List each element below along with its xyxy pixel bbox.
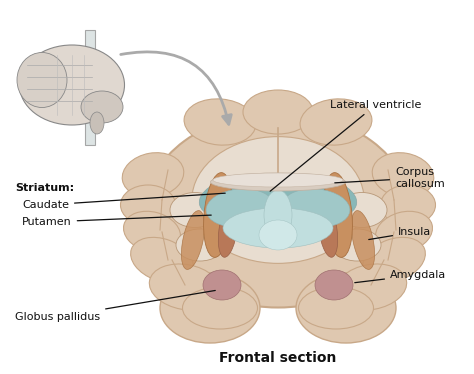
Ellipse shape [206,189,274,227]
Ellipse shape [120,185,175,225]
Ellipse shape [146,113,410,307]
Ellipse shape [223,208,333,248]
Ellipse shape [81,91,123,123]
Ellipse shape [264,190,292,240]
Ellipse shape [299,287,374,329]
Ellipse shape [184,99,256,145]
Ellipse shape [335,264,407,310]
Ellipse shape [213,173,343,187]
Ellipse shape [363,237,425,283]
Ellipse shape [282,189,350,227]
Ellipse shape [375,211,432,253]
Text: Lateral ventricle: Lateral ventricle [270,100,421,191]
Ellipse shape [90,112,104,134]
Ellipse shape [124,211,181,253]
Ellipse shape [192,137,364,263]
Ellipse shape [210,173,346,191]
Ellipse shape [182,287,257,329]
Ellipse shape [176,229,224,261]
Ellipse shape [149,264,221,310]
Ellipse shape [333,229,381,261]
Ellipse shape [319,203,337,257]
Ellipse shape [275,177,357,220]
Ellipse shape [170,193,220,227]
Ellipse shape [203,270,241,300]
Text: Striatum:: Striatum: [15,183,74,193]
Text: Globus pallidus: Globus pallidus [15,291,215,322]
Ellipse shape [243,90,313,134]
Ellipse shape [199,177,281,220]
Ellipse shape [296,273,396,343]
Ellipse shape [19,45,125,125]
Ellipse shape [351,211,374,269]
Ellipse shape [381,185,436,225]
Text: Putamen: Putamen [22,215,211,227]
Ellipse shape [315,270,353,300]
Ellipse shape [337,193,387,227]
Ellipse shape [17,52,67,107]
Ellipse shape [160,273,260,343]
Text: Corpus
callosum: Corpus callosum [335,167,445,189]
Text: Frontal section: Frontal section [219,351,337,365]
Polygon shape [85,30,95,145]
Ellipse shape [372,153,434,197]
Text: Insula: Insula [369,227,431,240]
Ellipse shape [324,173,353,257]
Ellipse shape [259,220,297,250]
Text: Caudate: Caudate [22,193,225,210]
Ellipse shape [122,153,184,197]
Ellipse shape [131,237,193,283]
Ellipse shape [182,211,205,269]
Ellipse shape [203,173,232,257]
Ellipse shape [219,203,237,257]
Ellipse shape [300,99,372,145]
Text: Amygdala: Amygdala [355,270,446,283]
